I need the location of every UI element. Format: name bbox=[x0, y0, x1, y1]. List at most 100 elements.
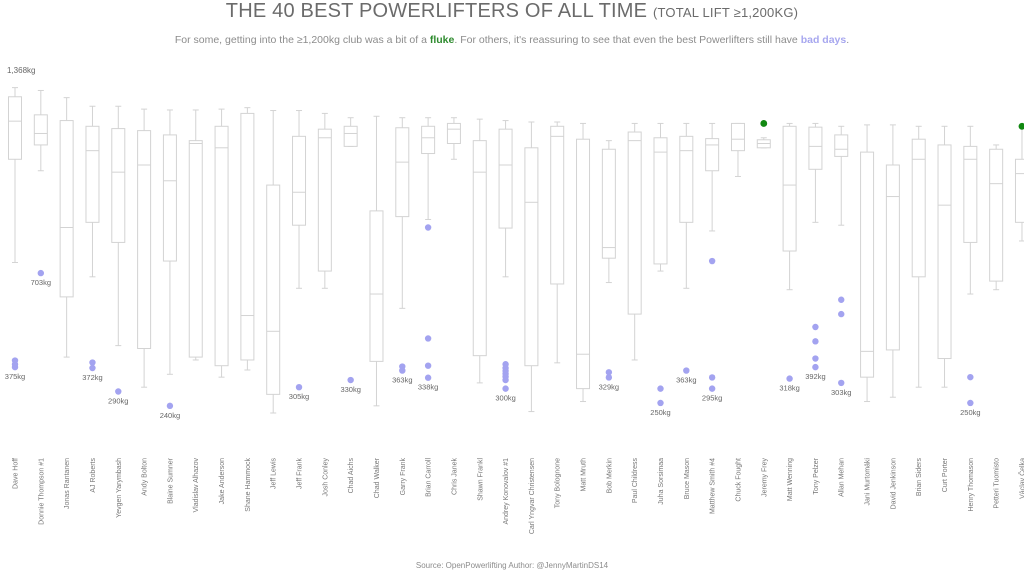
outlier-point bbox=[683, 367, 690, 374]
outlier-point bbox=[657, 399, 664, 407]
outlier-point bbox=[708, 374, 716, 381]
x-tick-label: Václav Čelka bbox=[1017, 458, 1024, 499]
lifter-box-group: 338kg bbox=[418, 117, 438, 392]
x-tick-label: Jeremy Frey bbox=[761, 458, 768, 497]
outlier-point bbox=[967, 399, 974, 407]
outlier-point bbox=[424, 224, 432, 231]
outlier-value-label: 338kg bbox=[418, 383, 438, 392]
x-tick-label: Jani Murtomäki bbox=[865, 458, 872, 506]
x-tick-label: Garry Frank bbox=[400, 458, 407, 496]
lifter-box-group bbox=[756, 120, 771, 149]
outlier-point bbox=[295, 383, 303, 391]
outlier-point bbox=[838, 379, 845, 387]
box bbox=[498, 128, 513, 229]
outlier-point bbox=[812, 363, 819, 371]
boxes-layer: 375kg 703kg 372kg 290kg 240kg 305kg 330kg 363kg… bbox=[5, 87, 1024, 420]
x-labels-layer: Dave Hoff Donnie Thompson #1 Jonas Rantane… bbox=[13, 457, 1024, 534]
x-tick-label: Vladislav Alhazov bbox=[193, 458, 200, 513]
x-tick-label: Chris Janek bbox=[451, 458, 458, 495]
lifter-box-group bbox=[860, 124, 875, 403]
outlier-value-label: 372kg bbox=[82, 373, 102, 382]
box bbox=[395, 127, 410, 218]
box bbox=[627, 131, 642, 315]
box bbox=[782, 125, 797, 252]
x-tick-label: Brian Siders bbox=[916, 458, 923, 497]
lifter-box-group: 318kg bbox=[779, 122, 800, 393]
lifter-box-group bbox=[137, 108, 152, 388]
outlier-value-label: 250kg bbox=[960, 408, 980, 417]
chart-title: THE 40 BEST POWERLIFTERS OF ALL TIME (TO… bbox=[0, 0, 1024, 23]
outlier-point bbox=[502, 385, 509, 392]
outlier-value-label: 305kg bbox=[289, 392, 309, 401]
box bbox=[137, 130, 152, 349]
outlier-value-label: 240kg bbox=[160, 411, 180, 420]
x-tick-label: Curt Porter bbox=[942, 457, 949, 492]
x-tick-label: Jake Anderson bbox=[219, 458, 226, 504]
box bbox=[446, 122, 461, 145]
box bbox=[937, 144, 952, 360]
box bbox=[834, 134, 849, 157]
lifter-box-group: 392kg bbox=[805, 122, 826, 381]
lifter-box-group: 703kg bbox=[31, 89, 51, 287]
x-tick-label: Yevgen Yarymbash bbox=[116, 458, 123, 518]
lifter-box-group: 300kg bbox=[495, 120, 516, 403]
lifter-box-group: 372kg bbox=[82, 105, 103, 382]
outlier-value-label: 392kg bbox=[805, 372, 825, 381]
x-tick-label: Matt Mruth bbox=[581, 458, 588, 492]
x-tick-label: Shane Hammock bbox=[245, 458, 252, 512]
x-tick-label: Shawn Frankl bbox=[477, 458, 484, 501]
outlier-value-label: 250kg bbox=[650, 408, 670, 417]
x-tick-label: Jeff Lewis bbox=[271, 458, 278, 489]
box bbox=[705, 138, 720, 172]
x-tick-label: Chuck Fought bbox=[735, 458, 742, 502]
x-tick-label: Chad Walker bbox=[374, 457, 381, 498]
fluke-point bbox=[1018, 122, 1024, 130]
lifter-box-group: 295kg bbox=[702, 122, 722, 403]
box bbox=[550, 125, 565, 285]
x-tick-label: Tony Pelzer bbox=[813, 457, 820, 494]
chart-title-sub: (TOTAL LIFT ≥1,200KG) bbox=[652, 5, 799, 20]
box bbox=[343, 125, 358, 147]
box bbox=[860, 151, 875, 378]
box bbox=[33, 114, 48, 146]
outlier-value-label: 290kg bbox=[108, 396, 128, 405]
lifter-box-group: 240kg bbox=[160, 109, 180, 420]
x-tick-label: David Jenkinson bbox=[890, 458, 897, 509]
box bbox=[989, 148, 1004, 282]
outlier-point bbox=[812, 323, 819, 331]
x-tick-label: Juha Sorsimaa bbox=[658, 458, 665, 505]
source-note: Source: OpenPowerlifting Author: @JennyM… bbox=[415, 561, 609, 570]
x-tick-label: Josh Conley bbox=[322, 458, 329, 497]
lifter-box-group bbox=[446, 117, 461, 160]
lifter-box-group bbox=[911, 125, 926, 388]
box bbox=[730, 122, 745, 152]
x-tick-label: Chad Aichs bbox=[348, 458, 355, 494]
box bbox=[266, 184, 281, 395]
outlier-value-label: 375kg bbox=[5, 372, 25, 381]
box bbox=[421, 125, 436, 155]
outlier-point bbox=[605, 374, 613, 381]
lifter-box-group bbox=[1014, 122, 1024, 242]
box bbox=[911, 138, 926, 278]
box bbox=[317, 128, 332, 272]
box bbox=[85, 125, 100, 223]
box bbox=[653, 137, 668, 265]
x-tick-label: Jonas Rantanen bbox=[64, 458, 71, 509]
outlier-point bbox=[347, 376, 354, 384]
outlier-point bbox=[657, 385, 664, 392]
outlier-point bbox=[708, 257, 716, 265]
chart-subtitle: For some, getting into the ≥1,200kg club… bbox=[0, 34, 1024, 46]
x-tick-label: Paul Childress bbox=[632, 458, 639, 504]
box bbox=[111, 128, 126, 243]
lifter-box-group bbox=[937, 125, 952, 388]
x-tick-label: Henry Thomason bbox=[968, 458, 975, 512]
box bbox=[524, 147, 539, 367]
box bbox=[808, 126, 823, 170]
outlier-point bbox=[424, 362, 432, 369]
lifter-box-group: 250kg bbox=[650, 122, 671, 417]
chart-title-main: THE 40 BEST POWERLIFTERS OF ALL TIME bbox=[225, 0, 648, 22]
outlier-point bbox=[89, 364, 96, 372]
box bbox=[1014, 158, 1024, 223]
box bbox=[576, 138, 591, 390]
x-tick-label: Donnie Thompson #1 bbox=[38, 458, 45, 525]
